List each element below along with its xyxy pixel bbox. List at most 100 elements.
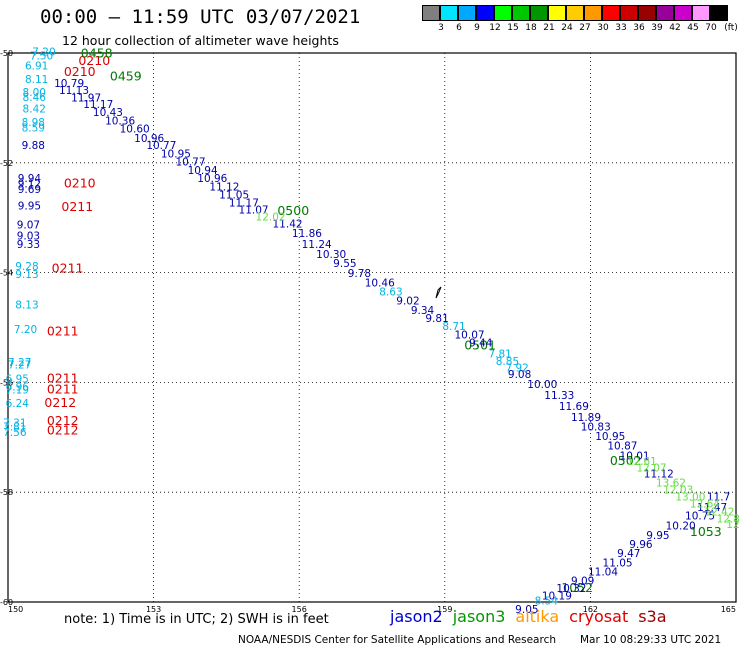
wave-height-label: 13.62 <box>656 478 686 490</box>
pass-time-label: 0502 <box>610 453 642 468</box>
legend-swatch <box>440 5 458 21</box>
wave-height-label: 12.42 <box>704 506 734 518</box>
latitude-tick-label: -54 <box>0 269 13 278</box>
wave-height-label: 11.89 <box>571 412 601 424</box>
wave-height-label: 11.69 <box>559 401 589 413</box>
latitude-tick-label: -60 <box>0 598 13 607</box>
wave-height-label: 10.96 <box>134 133 164 145</box>
wave-height-label: 7.31 <box>3 417 26 429</box>
wave-height-label: 10.30 <box>316 249 346 261</box>
wave-height-label: 12.03 <box>663 484 693 496</box>
pass-time-label: 0458 <box>81 45 113 60</box>
map-grid <box>8 53 736 602</box>
pass-time-label: 0211 <box>61 199 93 214</box>
legend-swatch <box>602 5 620 21</box>
legend-swatch <box>494 5 512 21</box>
legend-label: 3 <box>438 23 444 33</box>
map-frame <box>7 52 737 603</box>
satellite-key-altika: altika <box>515 607 560 626</box>
map-note: note: 1) Time is in UTC; 2) SWH is in fe… <box>64 612 329 627</box>
wave-height-label: 8.71 <box>442 321 465 333</box>
longitude-tick-label: 165 <box>721 605 736 614</box>
legend-swatch <box>476 5 494 21</box>
wave-height-label: 9.34 <box>411 305 435 317</box>
wave-height-label: 9.12 <box>18 179 41 191</box>
latitude-tick-label: -50 <box>0 49 13 58</box>
legend-label: 21 <box>543 23 555 33</box>
wave-height-label: 11.04 <box>588 567 618 579</box>
map-subtitle: 12 hour collection of altimeter wave hei… <box>62 33 339 48</box>
wave-height-label: 7.81 <box>488 349 511 361</box>
pass-time-label: 0501 <box>464 337 496 352</box>
legend-swatch <box>458 5 476 21</box>
legend-swatch <box>422 5 440 21</box>
pass-time-label: 1053 <box>690 524 722 539</box>
wave-height-label: 13.00 <box>675 491 705 503</box>
wave-height-label: 11.12 <box>209 181 239 193</box>
wave-height-label: 12.89 <box>717 513 740 525</box>
wave-height-label: 11.05 <box>603 557 633 569</box>
wave-height-label: 8.85 <box>496 356 519 368</box>
longitude-tick-label: 162 <box>583 605 598 614</box>
wave-height-label: 6.24 <box>6 398 30 410</box>
wave-height-label: 10.46 <box>365 277 395 289</box>
wave-height-label: 11.7 <box>707 491 730 503</box>
wave-height-label: 9.69 <box>18 184 41 196</box>
legend-swatch <box>620 5 638 21</box>
wave-height-label: 7.27 <box>8 357 31 369</box>
wave-height-label: 8.54 <box>535 596 559 608</box>
longitude-tick-label: 150 <box>8 605 23 614</box>
legend-label: 18 <box>525 23 537 33</box>
longitude-tick-label: 153 <box>146 605 161 614</box>
legend-label: 70 <box>705 23 717 33</box>
wave-height-label: 9.96 <box>629 539 653 551</box>
wave-height-label: 9.07 <box>17 220 40 232</box>
wave-height-label: 8.11 <box>25 74 48 86</box>
legend-label: 30 <box>597 23 609 33</box>
legend-label: 12 <box>489 23 501 33</box>
wave-height-label: 8.13 <box>15 299 38 311</box>
wave-height-label: 9.44 <box>469 338 493 350</box>
wave-height-label: 10.36 <box>105 115 135 127</box>
legend-swatch <box>512 5 530 21</box>
legend-swatch <box>674 5 692 21</box>
wave-height-label: 12.64 <box>690 499 720 511</box>
pass-time-label: 0500 <box>277 203 309 218</box>
wave-height-label: 11.17 <box>83 99 113 111</box>
wave-height-label: 9.09 <box>571 575 594 587</box>
wave-height-label: 8.00 <box>23 87 46 99</box>
wave-height-label: 7.56 <box>3 427 27 439</box>
wave-height-label: 10.77 <box>146 140 176 152</box>
wave-height-label: 9.95 <box>18 200 41 212</box>
wave-height-label: 10.96 <box>197 173 227 185</box>
wave-height-label: 9.03 <box>17 231 40 243</box>
legend-label: 39 <box>651 23 663 33</box>
wave-height-label: 10.75 <box>685 511 715 523</box>
legend-label: 24 <box>561 23 573 33</box>
wave-height-label: 8.98 <box>22 117 45 129</box>
wave-height-label: 12.61 <box>627 456 657 468</box>
wave-height-label: 6.96 <box>6 382 30 394</box>
wave-height-label: 9.94 <box>18 173 42 185</box>
wave-height-label: 9.02 <box>396 295 419 307</box>
wave-height-label: 8.59 <box>22 123 45 135</box>
wave-height-label: 10.19 <box>542 590 572 602</box>
pass-time-label: 0210 <box>64 176 96 191</box>
pass-time-label: 0211 <box>47 370 79 385</box>
wave-height-label: 9.88 <box>22 140 45 152</box>
wave-height-label: 10.00 <box>527 379 557 391</box>
wave-height-label: 8.63 <box>379 287 402 299</box>
pass-time-label: 0210 <box>78 53 110 68</box>
wave-height-label: 11.42 <box>273 219 303 231</box>
wave-height-label: 11.13 <box>59 85 89 97</box>
wave-height-label: 6.95 <box>6 373 29 385</box>
wave-height-label: 9.08 <box>508 369 531 381</box>
coastline-fragment <box>435 286 442 299</box>
latitude-tick-label: -52 <box>0 159 13 168</box>
wave-height-label: 10.01 <box>620 450 650 462</box>
wave-height-label: 7.20 <box>14 324 37 336</box>
wave-height-label: 11.05 <box>219 189 249 201</box>
map-axes: 150 153 156 159 162 165 -50 -52 -54 -56 -58 -60 <box>0 49 736 614</box>
satellite-key-jason2: jason2 <box>390 607 443 626</box>
